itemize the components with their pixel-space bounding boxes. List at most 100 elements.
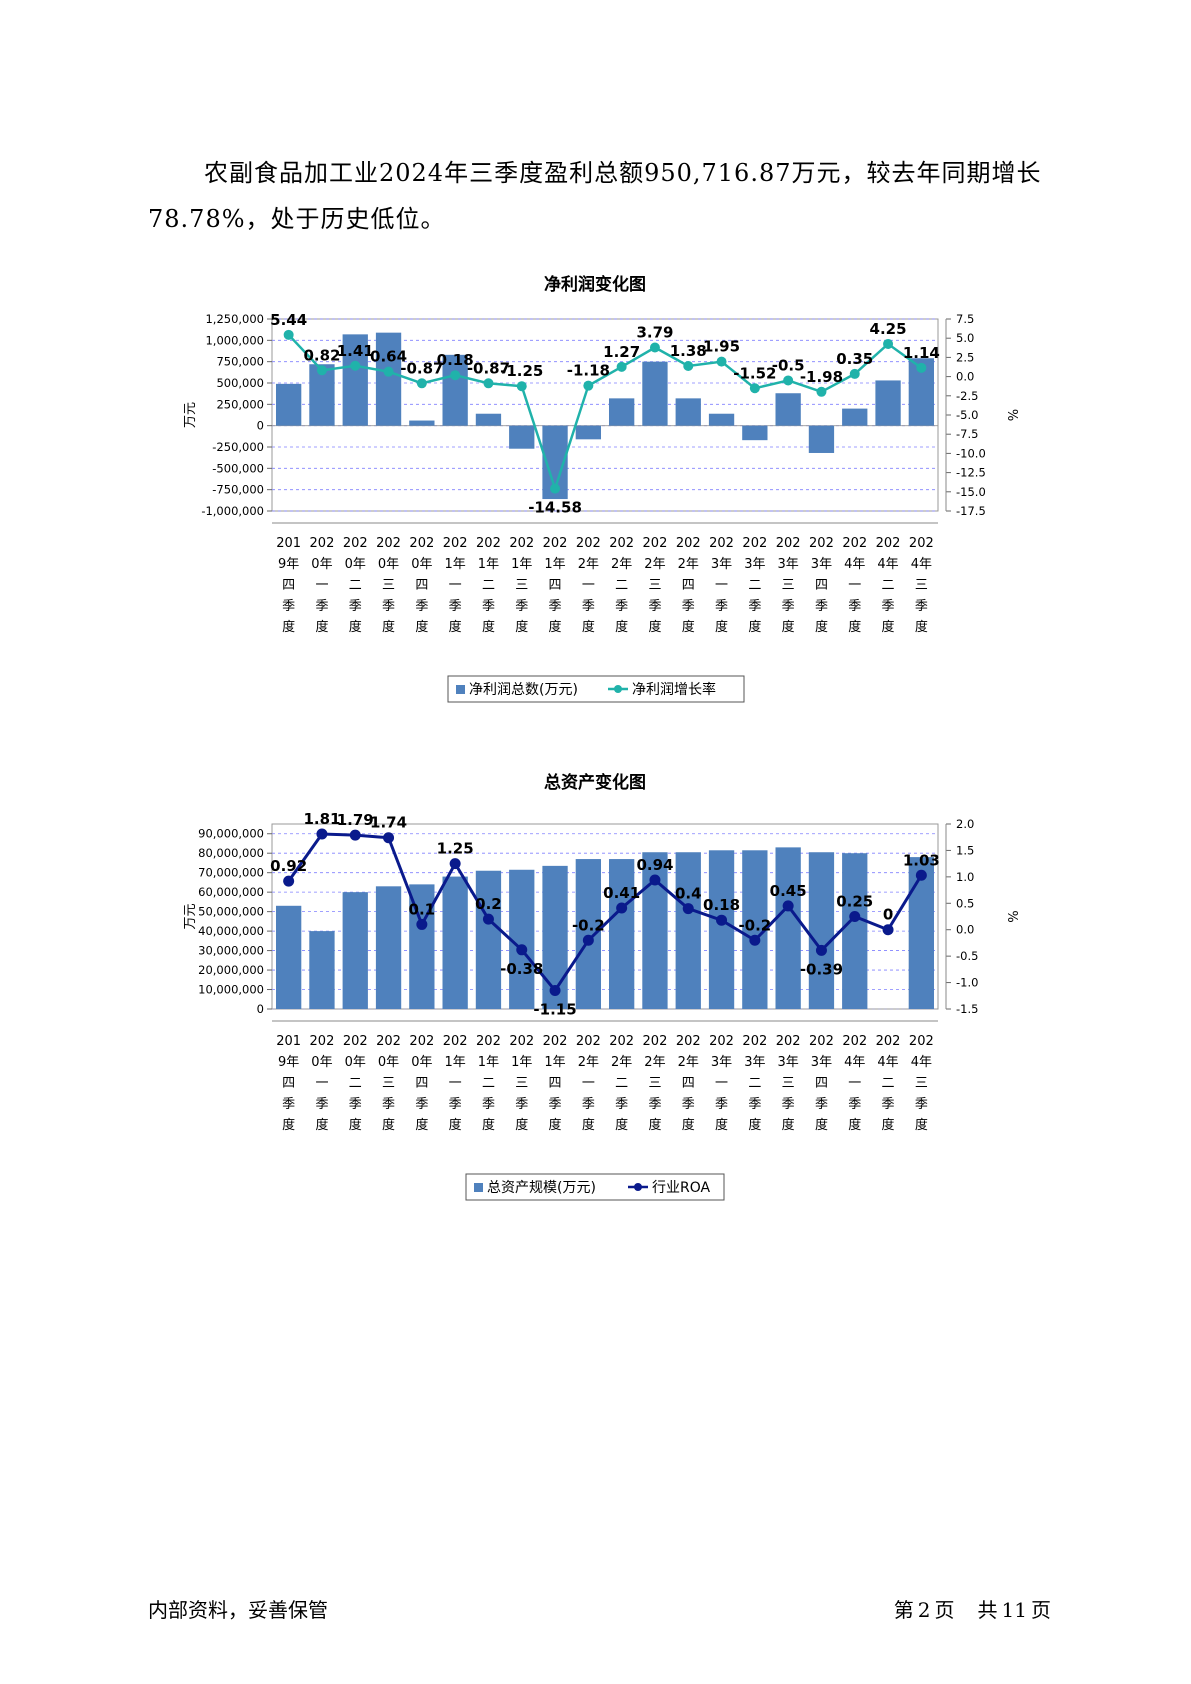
- x-tick-label: 202 4年一季度: [842, 536, 867, 635]
- line-point: [749, 934, 761, 946]
- x-tick-label: 202 2年二季度: [609, 1034, 634, 1133]
- legend-line-marker: [634, 1183, 642, 1191]
- point-data-label: -0.5: [772, 356, 805, 374]
- y2-tick-label: -7.5: [956, 427, 978, 441]
- chart-title: 总资产变化图: [544, 772, 646, 793]
- line-point: [483, 378, 494, 389]
- point-data-label: -1.15: [533, 1001, 576, 1019]
- y2-axis-label: %: [1004, 910, 1019, 922]
- y-tick-label: 1,000,000: [205, 333, 264, 347]
- x-tick-label: 202 1年一季度: [443, 1034, 468, 1133]
- x-tick-label: 202 1年三季度: [509, 536, 534, 635]
- legend-bar-label: 总资产规模(万元): [487, 1180, 596, 1196]
- x-tick-label: 202 4年三季度: [909, 1034, 934, 1133]
- bar: [708, 413, 735, 426]
- x-tick-label: 202 4年二季度: [876, 1034, 901, 1133]
- x-tick-label: 202 2年四季度: [676, 536, 701, 635]
- y2-tick-label: 2.5: [956, 350, 974, 364]
- bar: [475, 413, 502, 426]
- x-tick-label: 202 3年二季度: [742, 536, 767, 635]
- line-point: [883, 338, 894, 349]
- footer-total-unit: 页: [1031, 1598, 1051, 1622]
- net-profit-chart-svg: 净利润变化图 1,250,000 1,000,000 750,000 500,000 25…: [183, 274, 1019, 703]
- point-data-label: -1.98: [800, 368, 843, 386]
- x-tick-label: 202 0年三季度: [376, 1034, 401, 1133]
- point-data-label: 0.25: [836, 893, 873, 911]
- footer-total-prefix: 共: [977, 1598, 998, 1622]
- chart-title: 净利润变化图: [544, 274, 646, 295]
- x-tick-label: 202 2年一季度: [576, 536, 601, 635]
- point-data-label: -1.25: [500, 362, 543, 380]
- line-point: [782, 900, 794, 912]
- point-data-label: 5.44: [270, 311, 307, 329]
- bar: [775, 393, 801, 426]
- x-tick-label: 202 3年三季度: [776, 536, 801, 635]
- line-point: [416, 378, 427, 389]
- point-data-label: 1.41: [337, 342, 374, 360]
- bar: [309, 931, 335, 1009]
- y2-tick-label: 7.5: [956, 312, 974, 326]
- x-tick-label: 201 9年四季度: [276, 536, 301, 635]
- bar: [375, 332, 402, 426]
- legend-line-label: 净利润增长率: [632, 681, 716, 698]
- y-tick-label: 50,000,000: [198, 905, 264, 919]
- point-data-label: 0.94: [636, 856, 673, 874]
- line-point: [882, 924, 894, 936]
- bar: [675, 398, 701, 426]
- total-assets-chart: 总资产变化图 90,000,000 80,000,000 70,000,000 60,0…: [0, 766, 1191, 1216]
- x-tick-label: 202 0年一季度: [310, 536, 335, 635]
- x-tick-label: 202 1年一季度: [443, 536, 468, 635]
- bar: [842, 408, 868, 426]
- line-point: [349, 829, 361, 841]
- legend-box: [465, 1173, 725, 1201]
- x-tick-label: 202 1年四季度: [543, 536, 568, 635]
- legend-bar-swatch: [456, 685, 465, 694]
- x-tick-label: 202 0年一季度: [310, 1034, 335, 1133]
- line-point: [482, 913, 494, 925]
- y-tick-label: 60,000,000: [198, 885, 264, 899]
- legend-line-marker: [614, 685, 622, 693]
- x-tick-label: 202 0年四季度: [409, 1034, 434, 1133]
- legend-bar-label: 净利润总数(万元): [469, 682, 578, 698]
- footer-total-num: 11: [1001, 1598, 1027, 1622]
- series-line: [287, 832, 923, 994]
- point-data-label: 1.79: [337, 811, 374, 829]
- point-data-label: 0.41: [603, 884, 640, 902]
- point-data-label: 1.14: [903, 344, 940, 362]
- y-tick-label: 1,250,000: [205, 312, 264, 326]
- y-tick-label: -750,000: [212, 483, 264, 497]
- bar: [509, 869, 535, 1009]
- point-data-label: 0.1: [409, 900, 436, 918]
- y-tick-label: 90,000,000: [198, 827, 264, 841]
- point-data-label: 0.45: [770, 882, 807, 900]
- x-tick-label: 202 3年二季度: [742, 1034, 767, 1133]
- x-tick-label: 202 1年二季度: [476, 1034, 501, 1133]
- line-point: [816, 386, 827, 397]
- y2-tick-label: 5.0: [956, 331, 974, 345]
- y-axis-label: 万元: [183, 402, 198, 428]
- series-line: [287, 333, 923, 493]
- line-point: [783, 375, 794, 386]
- line-point: [316, 828, 328, 840]
- bar: [808, 425, 835, 453]
- point-data-label: 0.92: [270, 857, 307, 875]
- line-point: [516, 944, 528, 956]
- y2-tick-label: 0.0: [956, 370, 974, 384]
- point-data-label: 0.35: [836, 350, 873, 368]
- bar: [275, 383, 302, 426]
- x-tick-label: 202 0年二季度: [343, 1034, 368, 1133]
- x-tick-label: 202 1年四季度: [543, 1034, 568, 1133]
- y-tick-label: 20,000,000: [198, 963, 264, 977]
- y2-tick-label: -0.5: [956, 949, 978, 963]
- x-tick-label: 202 0年二季度: [343, 536, 368, 635]
- y-tick-label: 30,000,000: [198, 944, 264, 958]
- x-tick-label: 202 2年三季度: [643, 1034, 668, 1133]
- line-point: [849, 911, 861, 922]
- x-tick-label: 202 3年一季度: [709, 1034, 734, 1133]
- x-tick-label: 202 4年一季度: [842, 1034, 867, 1133]
- footer-page-unit: 页: [934, 1598, 955, 1622]
- x-tick-label: 202 2年三季度: [643, 536, 668, 635]
- bar: [342, 892, 368, 1009]
- y-tick-label: 0: [257, 1002, 264, 1016]
- bar: [575, 425, 602, 440]
